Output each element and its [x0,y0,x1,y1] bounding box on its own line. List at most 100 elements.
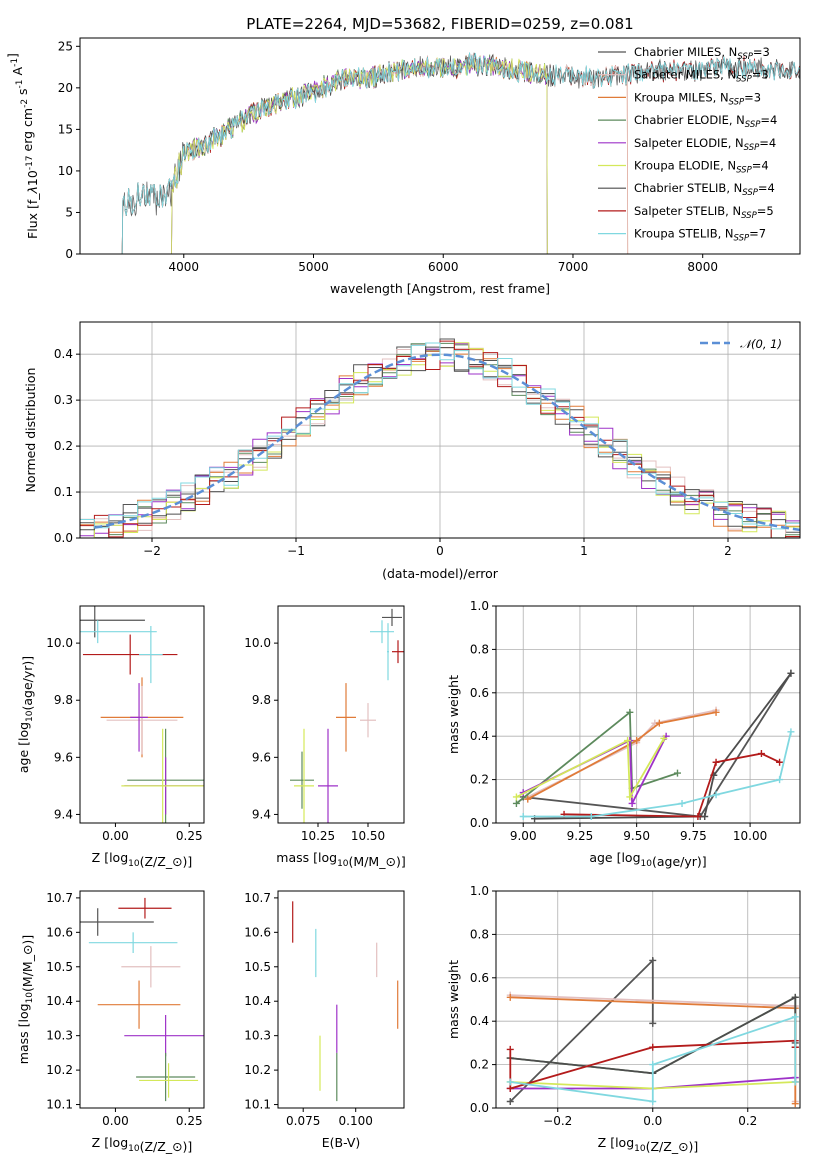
x-tick-label: 0.0 [643,1114,662,1128]
legend-label: Kroupa STELIB, N [634,227,734,241]
label-script: 10 [25,710,35,722]
y-tick-label: 10.4 [46,994,73,1008]
spectrum-line [121,52,800,254]
legend-n: =5 [757,204,774,218]
label-part: _⊙ [165,1139,183,1154]
weight-marker [506,1078,514,1086]
weight-marker [587,812,595,820]
weight-marker [624,737,632,745]
y-tick-label: 9.6 [54,750,73,764]
y-tick-label: 10.5 [244,960,271,974]
weight-line [527,711,717,800]
legend-entry: Salpeter ELODIE, NSSP=4 [634,136,776,153]
y-tick-label: 10.7 [244,891,271,905]
label-part: (age/yr)] [20,656,35,711]
plot-area [512,669,795,823]
weight-marker [506,993,514,1001]
label-script: 10 [128,1144,140,1154]
legend-entry: 𝒩(0, 1) [740,337,782,351]
weight-marker [776,758,784,766]
weight-marker [757,750,765,758]
y-tick-label: 20 [58,81,73,95]
weight-marker [787,669,795,677]
axes-frame [495,890,801,1109]
panel-age_vs_mass: 10.25 10.50 9.4 9.6 9.8 10.0 [244,605,405,843]
y-tick-label: 0.6 [470,686,489,700]
x-tick-label: 9.75 [680,829,707,843]
legend-label: Kroupa MILES, N [634,90,729,104]
label-part: Z [log [92,1135,128,1150]
x-tick-label: 0.00 [102,1114,129,1128]
weight-line [515,737,665,801]
label-part: mass [log [16,1003,31,1064]
legend-sub: SSP [737,52,753,62]
y-tick-label: 10 [58,164,73,178]
weight-line [509,958,654,1103]
legend-n: =3 [752,68,769,82]
label-part: _⊙ [671,1139,689,1154]
weight-marker [660,734,668,742]
x-tick-label: 0.00 [102,829,129,843]
weight-marker [628,799,636,807]
y-tick-label: 5 [65,205,73,219]
x-tick-label: 10.00 [733,829,767,843]
axes-frame [79,605,205,824]
weight-marker [626,708,634,716]
legend-n: =4 [759,136,776,150]
y-tick-label: 25 [58,39,73,53]
panel-residuals: −2 −1 0 1 2 0.0 0.1 0.2 0.3 0.4 𝒩(0, 1) [54,321,801,558]
label-script: 10 [641,859,653,869]
y-tick-label: 10.4 [244,994,271,1008]
weight-line [534,672,792,820]
label-part: )] [20,935,35,945]
legend-n: =4 [758,181,775,195]
legend-sub: SSP [742,188,758,198]
label-part: (Z/Z [140,854,166,869]
legend-label: Chabrier ELODIE, N [634,113,745,127]
x-axis-label: Z [log10(Z/Z_⊙)] [92,1135,193,1154]
y-tick-label: 15 [58,122,73,136]
legend-sub: SSP [736,166,752,176]
weight-marker [649,1097,657,1105]
x-tick-label: 2 [724,544,732,558]
legend-n: =3 [744,90,761,104]
label-part: )] [183,1139,193,1154]
y-tick-label: 0.3 [54,393,73,407]
label-part: mass weight [446,675,461,754]
y-tick-label: 0.6 [470,971,489,985]
label-part: _λ [25,186,40,201]
weight-marker [791,1100,799,1108]
weight-marker [626,793,634,801]
label-part: 10 [25,170,40,186]
legend-n: =4 [760,113,777,127]
y-axis-label: Flux [f_λ10-17 erg cm-2 s-1 A-1] [5,53,40,239]
label-part: erg cm [20,108,35,156]
x-axis-label: age [log10(age/yr)] [589,850,706,869]
weight-marker [791,993,799,1001]
legend-n: =7 [749,227,766,241]
x-tick-label: 0.075 [286,1114,320,1128]
label-script: 10 [128,859,140,869]
weight-marker [712,791,720,799]
y-tick-label: 10.2 [244,1063,271,1077]
label-part: E(B-V) [322,1135,361,1150]
x-tick-label: −2 [143,544,161,558]
gaussian-curve [94,353,800,532]
label-part: Z [log [92,850,128,865]
y-tick-label: 10.0 [46,636,73,650]
y-tick-label: 9.4 [54,807,73,821]
legend-n: =4 [752,159,769,173]
y-tick-label: 0.2 [470,773,489,787]
x-tick-label: 0.100 [339,1114,373,1128]
weight-line [523,731,792,818]
legend-sub: SSP [741,211,757,221]
x-axis-label: E(B-V) [322,1135,361,1150]
y-tick-label: 10.3 [46,1029,73,1043]
y-axis-label: mass weight [446,675,461,754]
legend-entry: Salpeter STELIB, NSSP=5 [634,204,774,221]
legend-sub: SSP [745,120,761,130]
y-axis-label: age [log10(age/yr)] [16,656,35,773]
weight-marker [694,812,702,820]
